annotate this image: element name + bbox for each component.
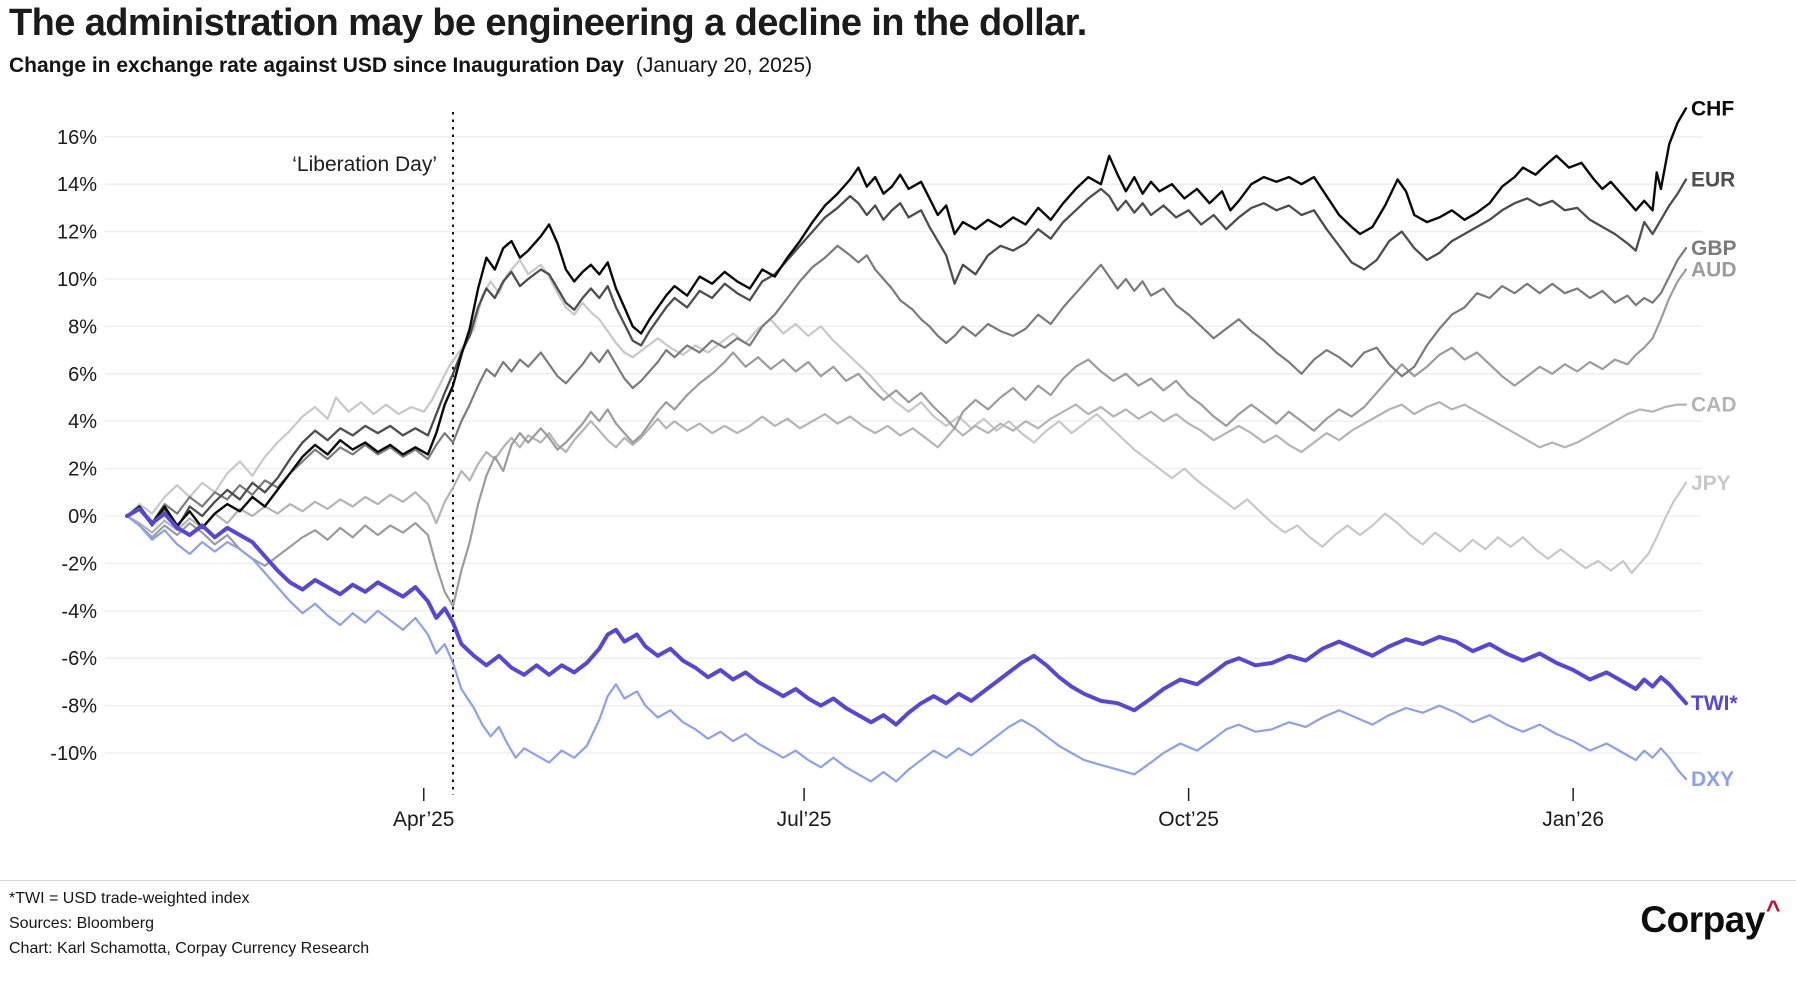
corpay-logo-caret-icon: ^ bbox=[1765, 896, 1781, 924]
series-label-twi: TWI* bbox=[1691, 692, 1738, 715]
y-tick-label: 12% bbox=[57, 222, 97, 244]
series-line-gbp bbox=[125, 244, 1688, 525]
series-label-eur: EUR bbox=[1691, 168, 1735, 191]
series-line-cad bbox=[125, 401, 1688, 534]
y-tick-label: 2% bbox=[68, 459, 97, 481]
y-tick-label: 8% bbox=[68, 316, 97, 338]
subtitle-date-note: (January 20, 2025) bbox=[635, 54, 813, 77]
series-line-twi bbox=[125, 506, 1688, 727]
y-tick-label: -2% bbox=[61, 553, 97, 575]
series-label-dxy: DXY bbox=[1691, 768, 1734, 791]
y-tick-label: 0% bbox=[68, 506, 97, 528]
y-tick-label: -8% bbox=[61, 696, 97, 718]
x-tick-label: Oct’25 bbox=[1158, 808, 1219, 831]
footer-divider bbox=[0, 880, 1796, 881]
series-line-eur bbox=[125, 178, 1688, 530]
series-label-aud: AUD bbox=[1691, 259, 1737, 282]
corpay-logo-text: Corpay bbox=[1640, 899, 1765, 940]
subtitle-text: Change in exchange rate against USD sinc… bbox=[9, 54, 624, 77]
y-tick-label: 16% bbox=[57, 127, 97, 149]
y-tick-label: -10% bbox=[50, 743, 97, 765]
y-tick-label: 10% bbox=[57, 269, 97, 291]
series-label-gbp: GBP bbox=[1691, 237, 1737, 260]
twi-footnote: *TWI = USD trade-weighted index bbox=[9, 890, 250, 907]
x-tick-label: Apr’25 bbox=[393, 808, 454, 831]
series-label-chf: CHF bbox=[1691, 97, 1734, 120]
x-tick-label: Jul’25 bbox=[777, 808, 832, 831]
y-tick-label: 14% bbox=[57, 174, 97, 196]
y-tick-label: 6% bbox=[68, 364, 97, 386]
credit-line: Chart: Karl Schamotta, Corpay Currency R… bbox=[9, 940, 370, 957]
corpay-logo: Corpay^ bbox=[1640, 896, 1780, 941]
chart-subtitle: Change in exchange rate against USD sinc… bbox=[9, 54, 812, 78]
series-label-jpy: JPY bbox=[1691, 472, 1731, 495]
y-tick-label: -6% bbox=[61, 648, 97, 670]
page-title: The administration may be engineering a … bbox=[9, 2, 1087, 44]
series-label-cad: CAD bbox=[1691, 394, 1737, 417]
x-tick-label: Jan’26 bbox=[1542, 808, 1604, 831]
sources-line: Sources: Bloomberg bbox=[9, 915, 154, 932]
series-line-jpy bbox=[125, 258, 1688, 574]
series-line-chf bbox=[125, 107, 1688, 530]
y-tick-label: -4% bbox=[61, 601, 97, 623]
series-line-aud bbox=[125, 268, 1688, 608]
series-line-dxy bbox=[125, 514, 1688, 783]
liberation-day-annotation: ‘Liberation Day’ bbox=[292, 153, 437, 176]
y-tick-label: 4% bbox=[68, 411, 97, 433]
footnotes: *TWI = USD trade-weighted index Sources:… bbox=[9, 886, 369, 961]
